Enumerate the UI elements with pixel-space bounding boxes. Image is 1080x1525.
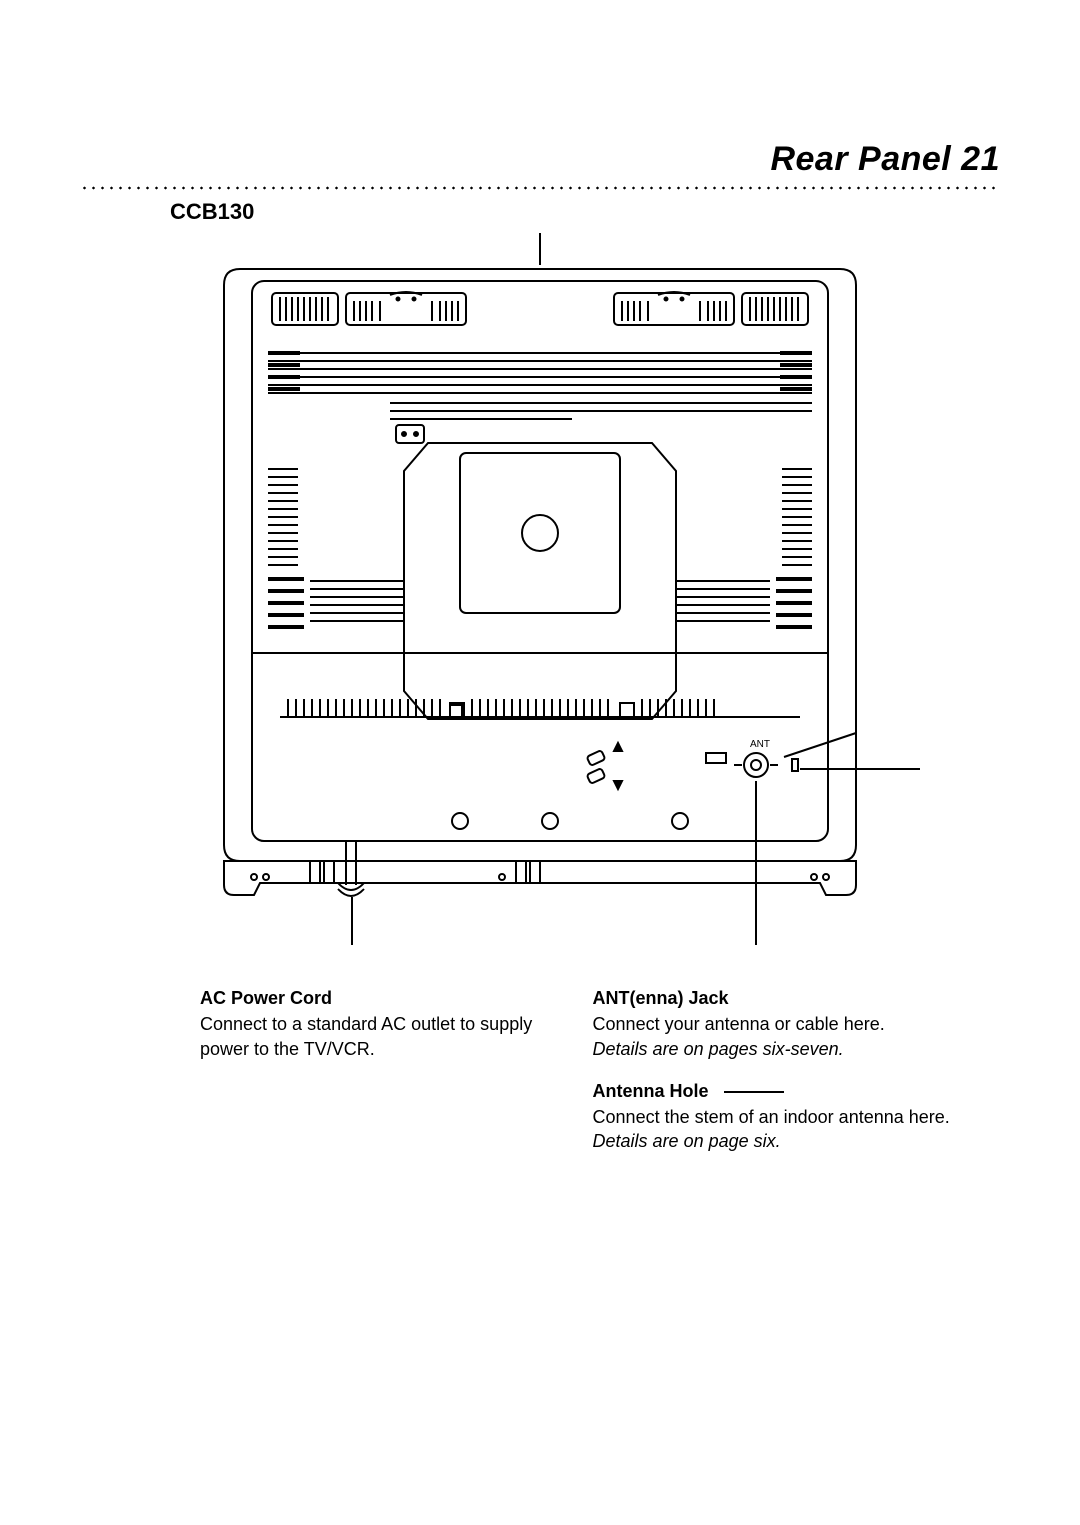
rear-panel-svg: ANT [160, 233, 920, 953]
ant-label-text: ANT [750, 739, 770, 750]
ac-power-title: AC Power Cord [200, 986, 332, 1010]
rear-panel-diagram: ANT [160, 233, 920, 958]
ant-hole-rule [724, 1091, 784, 1093]
ant-hole-body: Connect the stem of an indoor antenna he… [593, 1105, 950, 1154]
diagram-container: ANT [80, 233, 1000, 958]
ant-jack-title: ANT(enna) Jack [593, 986, 729, 1010]
ant-hole-text: Connect the stem of an indoor antenna he… [593, 1107, 950, 1127]
ant-hole-detail: Details are on page six. [593, 1131, 781, 1151]
right-labels: ANT(enna) Jack Connect your antenna or c… [593, 986, 950, 1172]
ac-power-body: Connect to a standard AC outlet to suppl… [200, 1012, 533, 1061]
ant-jack-detail: Details are on pages six-seven. [593, 1039, 844, 1059]
page-header: Rear Panel 21 [80, 140, 1000, 179]
model-number: CCB130 [170, 199, 1000, 225]
ant-jack-body: Connect your antenna or cable here. Deta… [593, 1012, 950, 1061]
page-title: Rear Panel 21 [770, 140, 1000, 179]
ant-hole-title: Antenna Hole [593, 1079, 709, 1103]
ac-power-label: AC Power Cord Connect to a standard AC o… [200, 986, 533, 1172]
labels-row: AC Power Cord Connect to a standard AC o… [80, 986, 1000, 1172]
page: Rear Panel 21 CCB130 [0, 0, 1080, 1525]
dotted-rule [80, 185, 1000, 191]
ant-jack-text: Connect your antenna or cable here. [593, 1014, 885, 1034]
